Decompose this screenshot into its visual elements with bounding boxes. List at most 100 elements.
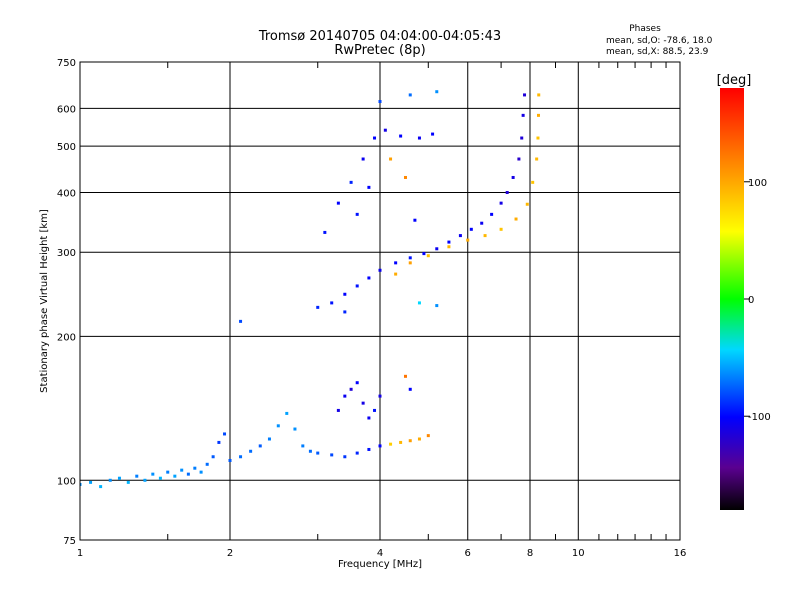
data-point (193, 466, 197, 470)
data-point (531, 180, 535, 184)
data-point (536, 113, 540, 117)
data-point (330, 301, 334, 305)
data-point (426, 254, 430, 258)
data-point (426, 434, 430, 438)
data-point (399, 440, 403, 444)
data-point (361, 401, 365, 405)
chart-subtitle: RwPretec (8p) (334, 43, 425, 58)
data-point (537, 93, 541, 97)
data-point (143, 478, 147, 482)
data-point (378, 268, 382, 272)
data-point (99, 485, 103, 489)
data-point (378, 100, 382, 104)
data-point (505, 190, 509, 194)
data-point (378, 444, 382, 448)
x-tick-label: 4 (377, 548, 383, 559)
stats-x-line: mean, sd,X: 88.5, 23.9 (606, 47, 709, 57)
data-point (511, 175, 515, 179)
data-point (217, 440, 221, 444)
y-tick-label: 400 (57, 188, 76, 199)
data-point (514, 217, 518, 221)
data-point (211, 455, 215, 459)
data-point (355, 284, 359, 288)
y-tick-label: 600 (57, 104, 76, 115)
data-point (267, 437, 271, 441)
data-point (367, 447, 371, 451)
data-point (158, 476, 162, 480)
data-point (135, 474, 139, 478)
data-point (408, 261, 412, 265)
data-point (330, 453, 334, 457)
data-point (173, 474, 177, 478)
data-point (343, 292, 347, 296)
data-point (355, 451, 359, 455)
data-point (349, 180, 353, 184)
data-point (316, 305, 320, 309)
data-point (417, 301, 421, 305)
data-point (394, 261, 398, 265)
data-point (343, 394, 347, 398)
y-tick-label: 300 (57, 248, 76, 259)
data-point (308, 449, 312, 453)
data-point (336, 408, 340, 412)
y-axis-label: Stationary phase Virtual Height [km] (39, 209, 50, 393)
data-point (435, 90, 439, 94)
colorbar-ticks: 100 0 -100 (744, 178, 771, 423)
data-point (490, 212, 494, 216)
data-point (349, 387, 353, 391)
data-point (285, 411, 289, 415)
x-axis-label: Frequency [MHz] (338, 559, 422, 570)
data-point (389, 442, 393, 446)
data-point (367, 276, 371, 280)
y-axis: 75 100 200 300 400 500 600 750 (57, 58, 76, 547)
data-point (435, 304, 439, 308)
data-point (422, 252, 426, 256)
data-point (343, 455, 347, 459)
data-point (373, 408, 377, 412)
data-point (536, 136, 540, 140)
data-point (186, 472, 190, 476)
y-tick-label: 750 (57, 58, 76, 69)
y-tick-label: 500 (57, 142, 76, 153)
data-point (151, 472, 155, 476)
data-point (301, 444, 305, 448)
data-point (126, 480, 130, 484)
data-point (89, 480, 93, 484)
stats-o-line: mean, sd,O: -78.6, 18.0 (606, 36, 713, 46)
data-point (469, 227, 473, 231)
data-points (80, 90, 541, 489)
data-point (389, 157, 393, 161)
data-point (483, 234, 487, 238)
data-point (394, 272, 398, 276)
data-point (205, 462, 209, 466)
data-point (431, 132, 435, 136)
data-point (408, 439, 412, 443)
x-tick-label: 16 (674, 548, 687, 559)
data-point (239, 455, 243, 459)
data-point (447, 240, 451, 244)
data-point (373, 136, 377, 140)
stats-heading: Phases (629, 24, 661, 34)
data-point (520, 136, 524, 140)
data-point (408, 256, 412, 260)
y-tick-label: 100 (57, 476, 76, 487)
data-point (316, 451, 320, 455)
data-point (336, 201, 340, 205)
data-point (517, 157, 521, 161)
data-point (228, 458, 232, 462)
chart-title: Tromsø 20140705 04:04:00-04:05:43 (258, 29, 501, 44)
data-point (239, 319, 243, 323)
data-point (408, 93, 412, 97)
data-point (521, 113, 525, 117)
colorbar-tick-label: -100 (748, 412, 771, 423)
data-point (499, 227, 503, 231)
data-point (361, 157, 365, 161)
data-point (499, 201, 503, 205)
grid-lines (79, 61, 681, 541)
data-point (403, 175, 407, 179)
x-tick-label: 8 (527, 548, 533, 559)
data-point (258, 444, 262, 448)
data-point (276, 424, 280, 428)
data-point (323, 230, 327, 234)
data-point (466, 238, 470, 242)
